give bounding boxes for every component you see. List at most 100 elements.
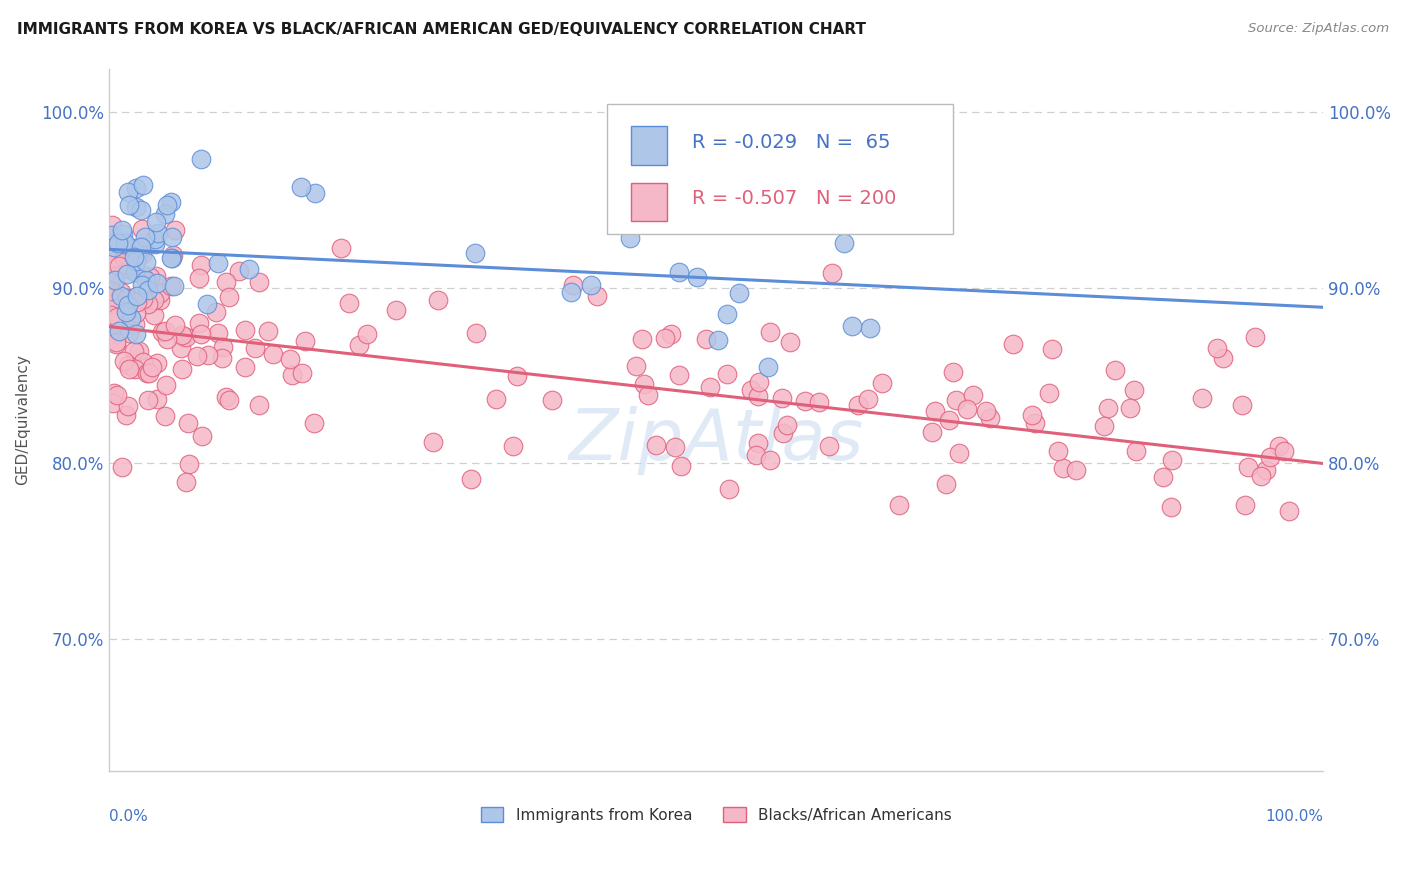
Point [111,459,134,474]
Point [751,173,773,187]
Point [117,298,139,312]
Point [205,305,228,319]
Point [172,330,194,344]
Point [125,200,148,214]
Point [131,278,153,293]
Point [149,285,172,300]
Point [278,352,301,367]
Point [1097,401,1119,416]
Point [935,477,957,491]
Point [101,295,124,310]
Point [124,317,146,331]
Point [115,291,138,305]
Point [464,246,486,260]
Point [1250,469,1272,483]
Point [149,293,172,307]
Text: IMMIGRANTS FROM KOREA VS BLACK/AFRICAN AMERICAN GED/EQUIVALENCY CORRELATION CHAR: IMMIGRANTS FROM KOREA VS BLACK/AFRICAN A… [17,22,866,37]
Legend: Immigrants from Korea, Blacks/African Americans: Immigrants from Korea, Blacks/African Am… [481,806,952,822]
Point [619,231,641,245]
Point [98,290,121,304]
Point [125,289,148,303]
Point [100,285,122,299]
Point [104,273,127,287]
Point [125,306,148,320]
Point [111,227,134,241]
Point [630,332,652,346]
Point [145,268,167,283]
Point [155,324,177,338]
Point [162,247,184,261]
Point [121,291,143,305]
Point [247,275,270,289]
Point [141,359,163,374]
Point [238,262,260,277]
Point [956,401,979,416]
Point [659,326,682,341]
Point [132,292,155,306]
Point [1001,337,1024,351]
Point [770,391,793,405]
Point [139,269,162,284]
Point [145,357,167,371]
Point [841,319,863,334]
Point [727,285,749,300]
Point [134,230,156,244]
Point [807,395,830,409]
Point [120,311,142,326]
Point [581,277,603,292]
Point [188,271,211,285]
Point [870,376,893,390]
Text: Source: ZipAtlas.com: Source: ZipAtlas.com [1249,22,1389,36]
Point [98,326,121,340]
Point [186,350,208,364]
Point [754,206,776,220]
Point [1052,460,1074,475]
Point [118,361,141,376]
Point [98,229,121,244]
Point [105,387,128,401]
Point [207,326,229,341]
Point [125,250,148,264]
Point [98,253,121,268]
Point [105,310,128,325]
Point [215,276,238,290]
Point [170,341,193,355]
Point [105,337,128,351]
Point [1244,330,1267,344]
Point [233,359,256,374]
Point [1206,342,1229,356]
Point [153,409,176,424]
Point [745,448,768,462]
Point [793,394,815,409]
Bar [631,183,668,221]
Point [385,303,408,318]
Point [115,408,138,422]
Point [1160,500,1182,514]
Point [942,365,965,379]
Point [114,236,136,251]
Point [233,323,256,337]
Point [1161,453,1184,467]
Point [686,270,709,285]
Point [1021,408,1043,422]
Point [118,197,141,211]
Point [758,452,780,467]
Point [117,243,139,257]
Point [165,222,187,236]
Point [110,285,132,299]
Point [104,254,127,268]
Point [125,327,148,342]
Point [114,255,136,269]
Point [107,327,129,342]
Point [104,334,127,349]
Point [159,251,181,265]
Point [1066,463,1088,477]
Point [422,435,444,450]
Point [150,325,173,339]
Point [136,297,159,311]
Point [207,256,229,270]
Point [115,267,138,281]
Point [247,398,270,412]
Point [1258,450,1281,465]
Point [1233,499,1256,513]
